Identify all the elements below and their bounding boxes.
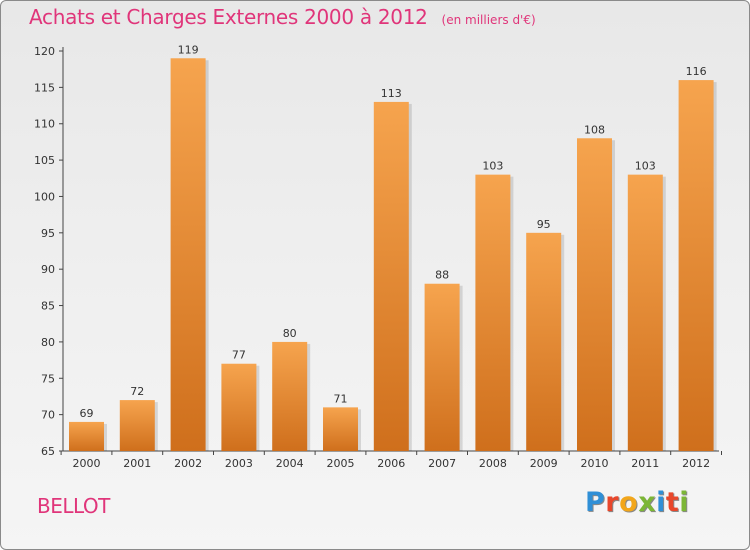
x-tick-label: 2002 [174,457,202,470]
commune-name: BELLOT [37,494,110,518]
bar-value-label: 77 [232,349,246,362]
bar [119,400,155,451]
bar-value-label: 108 [584,123,605,136]
x-tick-label: 2012 [682,457,710,470]
bar [323,407,358,451]
y-tick-label: 80 [41,336,55,349]
x-tick-label: 2007 [428,457,456,470]
bar-value-label: 69 [80,407,94,420]
y-tick-label: 65 [41,445,55,458]
x-tick-label: 2000 [73,457,101,470]
logo-letter: i [656,487,666,518]
y-tick-label: 90 [41,263,55,276]
bar-value-label: 88 [435,269,449,282]
y-tick-label: 75 [41,372,55,385]
bar-value-label: 80 [283,327,297,340]
bar-value-label: 119 [178,43,199,56]
bar [69,421,104,451]
x-tick-label: 2011 [631,457,659,470]
y-tick-label: 120 [34,45,55,58]
y-tick-label: 85 [41,300,55,313]
x-tick-label: 2006 [377,457,405,470]
y-tick-label: 100 [34,190,55,203]
bar [577,138,612,452]
bar [170,58,206,451]
x-tick-label: 2009 [530,457,558,470]
bar [272,341,308,451]
chart-title: Achats et Charges Externes 2000 à 2012 [29,5,428,29]
bar [424,283,460,451]
bar [221,363,257,451]
x-tick-label: 2010 [581,457,609,470]
bar [627,174,663,452]
bar-value-label: 103 [635,160,656,173]
logo-letter: t [665,487,680,518]
chart-unit: (en milliers d'€) [441,13,536,27]
logo-letter: i [679,487,690,518]
logo-letter: P [585,487,606,518]
bar-value-label: 113 [381,87,402,100]
bar [526,232,562,451]
bar [475,174,511,452]
title-row: Achats et Charges Externes 2000 à 2012 (… [29,5,536,29]
bar-value-label: 103 [482,160,503,173]
y-tick-label: 110 [34,118,55,131]
x-tick-label: 2005 [327,457,355,470]
x-tick-label: 2004 [276,457,304,470]
logo-letter: r [605,487,620,518]
y-tick-label: 95 [41,227,55,240]
x-tick-label: 2003 [225,457,253,470]
bar-value-label: 72 [130,385,144,398]
proxiti-logo: Proxiti [585,487,689,518]
logo-letter: x [638,487,657,518]
y-tick-label: 105 [34,154,55,167]
bar-value-label: 95 [537,218,551,231]
x-tick-label: 2001 [123,457,151,470]
bar-value-label: 71 [334,392,348,405]
y-tick-label: 70 [41,409,55,422]
logo-letter: o [619,487,639,518]
bar [678,80,714,451]
y-tick-label: 115 [34,81,55,94]
x-tick-label: 2008 [479,457,507,470]
bar [373,101,409,451]
bar-value-label: 116 [686,65,707,78]
